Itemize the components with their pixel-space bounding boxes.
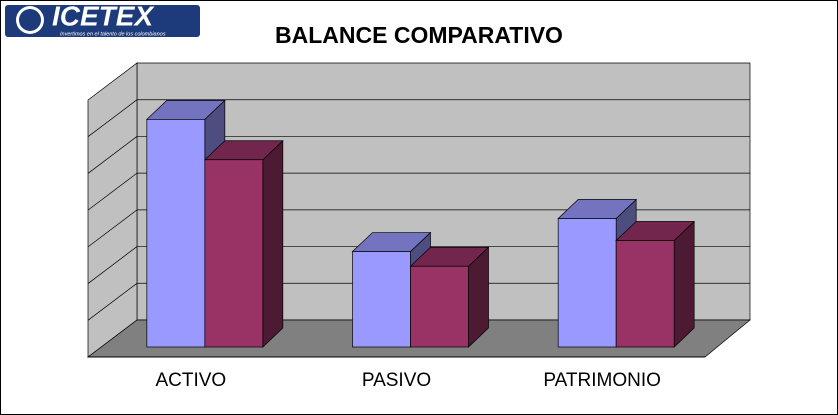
bar-side — [673, 220, 695, 348]
bar — [409, 246, 490, 348]
bar-front — [146, 119, 206, 348]
bar-front — [352, 251, 411, 348]
chart-title: BALANCE COMPARATIVO — [275, 22, 563, 48]
side-grid-line — [87, 172, 138, 211]
bar-front — [410, 265, 469, 348]
bar — [203, 139, 284, 348]
logo-tagline: Invertimos en el talento de los colombia… — [60, 31, 166, 37]
side-grid-line — [87, 99, 138, 137]
logo-globe-inner — [19, 9, 41, 31]
x-tick-label: PASIVO — [362, 370, 431, 391]
side-grid-line — [87, 209, 138, 248]
side-grid-line — [87, 136, 138, 174]
logo-name: ICETEX — [52, 0, 155, 31]
side-grid-line — [87, 246, 138, 284]
side-wall — [87, 62, 138, 358]
bar-front — [204, 159, 264, 348]
bar — [615, 220, 696, 348]
logo-badge — [5, 5, 200, 37]
bar-side — [262, 139, 284, 348]
logo: ICETEX Invertimos en el talento de los c… — [5, 0, 200, 37]
side-grid-line — [87, 283, 138, 321]
bar-front — [615, 240, 675, 348]
bar-front — [557, 218, 617, 348]
x-tick-label: ACTIVO — [155, 370, 226, 391]
x-tick-label: PATRIMONIO — [543, 370, 661, 391]
